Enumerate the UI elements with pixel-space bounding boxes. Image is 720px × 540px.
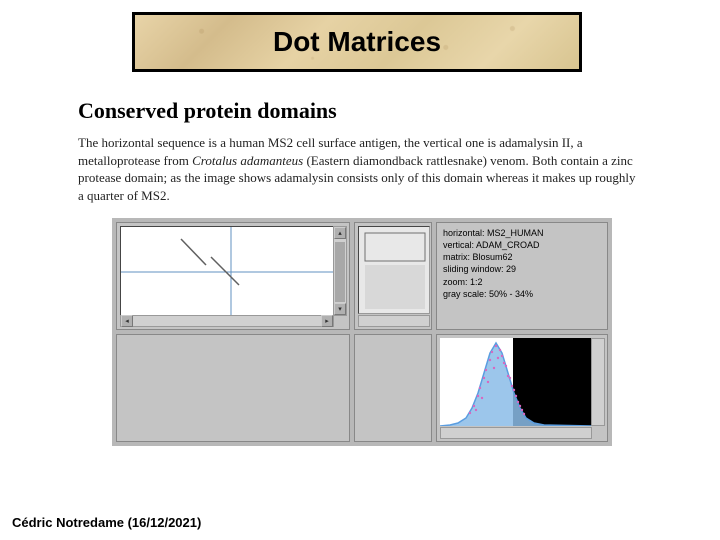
histogram-scrollbar-h[interactable] xyxy=(440,427,592,439)
info-horizontal: horizontal: MS2_HUMAN xyxy=(443,227,601,239)
overview-svg xyxy=(359,227,431,315)
info-panel: horizontal: MS2_HUMAN vertical: ADAM_CRO… xyxy=(436,222,608,330)
scroll-down-button[interactable]: ▾ xyxy=(334,303,346,315)
dotplot-panel: ▴ ▾ ◂ ▸ xyxy=(116,222,350,330)
overview-scrollbar[interactable] xyxy=(358,315,430,327)
lower-left-panel xyxy=(116,334,350,442)
scroll-right-button[interactable]: ▸ xyxy=(321,315,333,327)
slide-title: Dot Matrices xyxy=(273,26,441,58)
scroll-thumb[interactable] xyxy=(335,242,345,302)
overview-lower-rect xyxy=(365,265,425,309)
scroll-up-button[interactable]: ▴ xyxy=(334,227,346,239)
overview-viewport-rect xyxy=(365,233,425,261)
overview-panel xyxy=(354,222,432,330)
histogram-canvas[interactable] xyxy=(440,338,592,426)
footer-credit: Cédric Notredame (16/12/2021) xyxy=(12,515,201,530)
histogram-svg xyxy=(440,338,592,426)
info-matrix: matrix: Blosum62 xyxy=(443,251,601,263)
scroll-left-button[interactable]: ◂ xyxy=(121,315,133,327)
body-paragraph: The horizontal sequence is a human MS2 c… xyxy=(78,134,638,204)
scrollbar-horizontal[interactable]: ◂ ▸ xyxy=(120,315,334,327)
info-zoom: zoom: 1:2 xyxy=(443,276,601,288)
scrollbar-vertical[interactable]: ▴ ▾ xyxy=(333,226,347,316)
lower-mid-panel xyxy=(354,334,432,442)
figure-area: ▴ ▾ ◂ ▸ horizontal: MS2_HUMAN vertical: … xyxy=(112,218,612,446)
info-vertical: vertical: ADAM_CROAD xyxy=(443,239,601,251)
section-heading: Conserved protein domains xyxy=(78,98,638,124)
species-name: Crotalus adamanteus xyxy=(192,153,303,168)
dotplot-canvas[interactable] xyxy=(120,226,334,316)
histogram-scrollbar-v[interactable] xyxy=(591,338,605,426)
dotplot-svg xyxy=(121,227,335,317)
content-area: Conserved protein domains The horizontal… xyxy=(78,98,638,204)
info-grayscale: gray scale: 50% - 34% xyxy=(443,288,601,300)
diagonal-matches xyxy=(181,239,239,285)
overview-canvas[interactable] xyxy=(358,226,430,314)
title-banner: Dot Matrices xyxy=(132,12,582,72)
histogram-panel xyxy=(436,334,608,442)
info-window: sliding window: 29 xyxy=(443,263,601,275)
